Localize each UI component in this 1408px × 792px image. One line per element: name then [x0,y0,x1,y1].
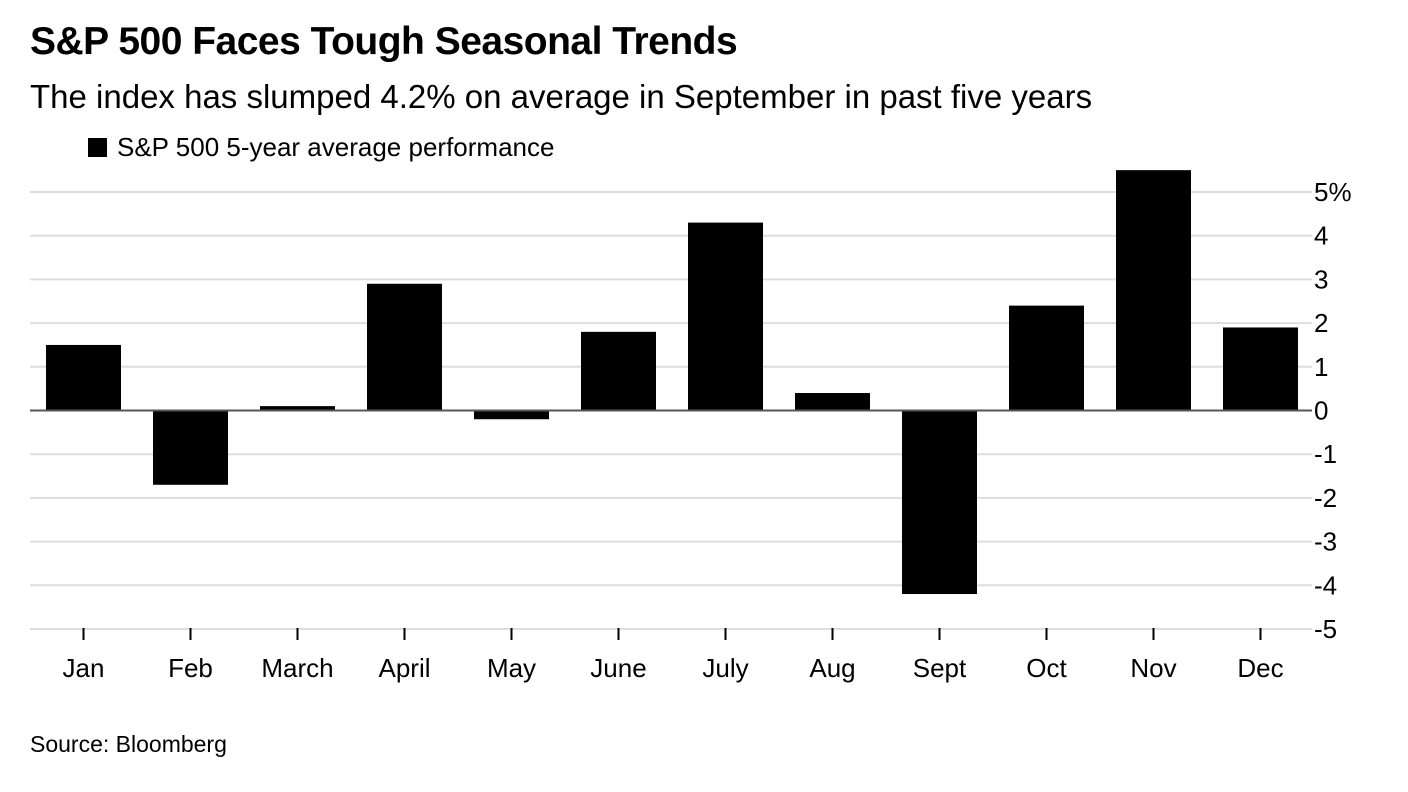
y-tick-label: -5 [1314,614,1337,644]
x-tick-label: May [487,653,536,683]
x-tick-label: Aug [809,653,855,683]
gridlines [30,191,1312,630]
y-tick-label: -3 [1314,527,1337,557]
y-tick-label: -2 [1314,483,1337,513]
y-tick-label: 5% [1314,177,1352,207]
x-tick-label: Feb [168,653,213,683]
x-tick-label: Sept [913,653,967,683]
x-tick-label: Jan [63,653,105,683]
x-tick-label: March [261,653,333,683]
x-tick-label: Oct [1026,653,1067,683]
legend: S&P 500 5-year average performance [88,131,554,163]
y-tick-label: 3 [1314,264,1328,294]
y-tick-label: 2 [1314,308,1328,338]
x-tick-label: Dec [1237,653,1283,683]
bar [795,393,870,411]
bar [474,410,549,420]
bars [46,170,1298,595]
x-tick-label: Nov [1130,653,1176,683]
chart-title: S&P 500 Faces Tough Seasonal Trends [30,20,738,63]
legend-swatch [88,137,107,157]
bar [367,283,442,411]
y-tick-label: -4 [1314,570,1337,600]
x-tick-label: April [378,653,430,683]
x-tick-label: July [702,653,748,683]
x-tick-label: June [590,653,646,683]
bar [1009,305,1084,411]
y-tick-label: 0 [1314,396,1328,426]
bar [688,222,763,411]
y-tick-label: 1 [1314,352,1328,382]
bar [260,406,335,411]
y-tick-label: -1 [1314,439,1337,469]
bar [1223,327,1298,411]
bar [153,410,228,485]
bar [1116,170,1191,411]
bar [581,331,656,411]
chart-subtitle: The index has slumped 4.2% on average in… [30,78,1093,115]
source-note: Source: Bloomberg [30,731,227,757]
bar [902,410,977,595]
bar [46,344,121,411]
y-tick-label: 4 [1314,221,1328,251]
axes: 5% 4 3 2 1 0 -1 -2 -3 -4 -5 Jan Feb March April May June… [30,177,1352,683]
legend-label: S&P 500 5-year average performance [117,131,555,162]
